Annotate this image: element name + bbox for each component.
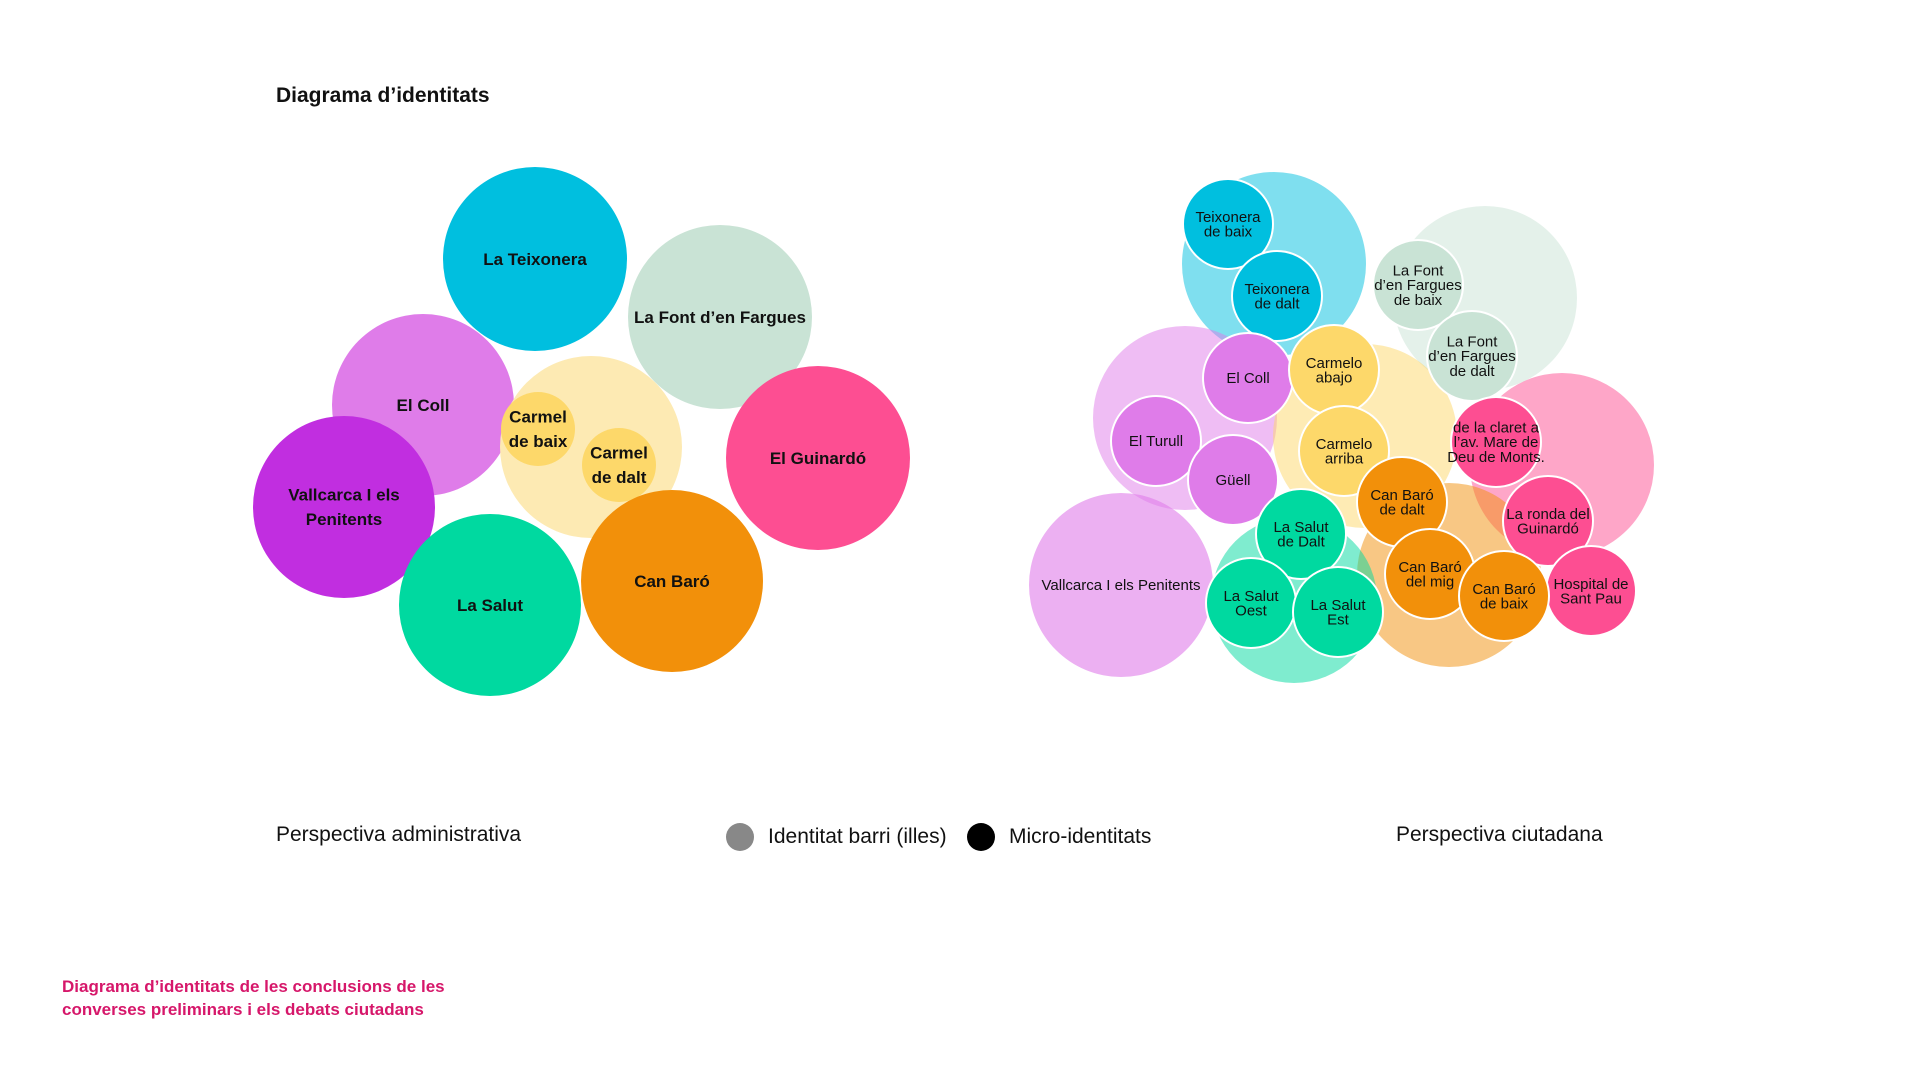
caption-line-1: Diagrama d’identitats de les conclusions… (62, 977, 445, 996)
micro-teixonera-de-baix-label: Teixonera de baix (1195, 209, 1261, 241)
perspective-administrativa-label: Perspectiva administrativa (276, 823, 522, 846)
legend-barri-swatch (726, 823, 754, 851)
barri-la-salut-bubble (399, 514, 581, 696)
legend-barri-label: Identitat barri (illes) (768, 825, 947, 848)
caption-line-2: converses preliminars i els debats ciuta… (62, 999, 424, 1019)
barri-la-salut-label: La Salut (457, 596, 523, 615)
micro-guell-bubble (1187, 434, 1279, 526)
micro-la-ronda-del-guinardo-label: La ronda del Guinardó (1506, 506, 1589, 538)
micro-can-baro-del-mig-label: Can Baró del mig (1398, 559, 1461, 591)
diagram-ciutadana: Vallcarca I els Penitents Teixonera de bai… (1029, 172, 1654, 683)
micro-carmel-de-dalt-bubble (582, 428, 656, 502)
micro-la-salut-est-bubble (1292, 566, 1384, 658)
barri-la-teixonera-bubble (443, 167, 627, 351)
micro-vallcarca-i-els-penitents-bubble (1029, 493, 1213, 677)
micro-la-font-d-en-fargues-de-baix-label: La Font d’en Fargues de baix (1374, 262, 1462, 308)
barri-la-font-d-en-fargues-label: La Font d’en Fargues (634, 308, 806, 327)
micro-la-salut-de-dalt-bubble (1255, 488, 1347, 580)
barri-vallcarca-i-els-penitents-bubble (253, 416, 435, 598)
micro-carmel-de-baix-bubble (501, 392, 575, 466)
micro-de-la-claret-a-l-av-mare-de-deu-de-monts-bubble (1450, 396, 1542, 488)
micro-carmelo-arriba-label: Carmelo arriba (1316, 436, 1373, 468)
legend-micro-swatch (967, 823, 995, 851)
micro-guell-label: Güell (1215, 472, 1250, 489)
micro-can-baro-de-baix-label: Can Baró de baix (1472, 581, 1535, 613)
micro-el-turull-bubble (1110, 395, 1202, 487)
perspective-ciutadana-label: Perspectiva ciutadana (1396, 823, 1603, 846)
micro-el-coll-label: El Coll (1226, 370, 1269, 387)
micro-teixonera-de-dalt-label: Teixonera de dalt (1244, 281, 1310, 313)
barri-can-baro-bubble (581, 490, 763, 672)
micro-la-salut-est-label: La Salut Est (1310, 597, 1366, 629)
barri-vallcarca-i-els-penitents-label: Vallcarca I els Penitents (288, 486, 400, 530)
micro-can-baro-de-baix-bubble (1458, 550, 1550, 642)
figure-caption: Diagrama d’identitats de les conclusions… (62, 976, 482, 1022)
micro-la-ronda-del-guinardo-bubble (1502, 475, 1594, 567)
micro-la-font-d-en-fargues-de-baix-bubble (1372, 239, 1464, 331)
micro-hospital-de-sant-pau-label: Hospital de Sant Pau (1553, 576, 1628, 608)
micro-la-font-d-en-fargues-de-dalt-bubble (1426, 310, 1518, 402)
legend-identitat-barri: Identitat barri (illes) (726, 823, 947, 851)
barri-la-font-d-en-fargues-bubble (628, 225, 812, 409)
micro-la-salut-de-dalt-label: La Salut de Dalt (1273, 519, 1329, 551)
micro-de-la-claret-a-l-av-mare-de-deu-de-monts-label: de la claret a l’av. Mare de Deu de Monts. (1447, 419, 1545, 465)
micro-teixonera-de-dalt-bubble (1231, 250, 1323, 342)
micro-teixonera-de-baix-bubble (1182, 178, 1274, 270)
diagram-administrativa: La Teixonera La Font d’en Fargues El Guina… (253, 167, 910, 696)
barri-el-guinardo-bubble (726, 366, 910, 550)
barri-la-teixonera-label: La Teixonera (483, 250, 587, 269)
micro-carmelo-abajo-label: Carmelo abajo (1306, 355, 1363, 387)
micro-carmel-de-baix-label: Carmel de baix (509, 408, 568, 452)
barri-can-baro-label: Can Baró (634, 572, 710, 591)
micro-la-font-d-en-fargues-de-dalt-label: La Font d’en Fargues de dalt (1428, 333, 1516, 379)
micro-vallcarca-i-els-penitents-label: Vallcarca I els Penitents (1042, 577, 1201, 594)
micro-can-baro-de-dalt-label: Can Baró de dalt (1370, 487, 1433, 519)
micro-el-turull-label: El Turull (1129, 433, 1183, 450)
page-title: Diagrama d’identitats (276, 84, 490, 107)
micro-la-salut-oest-label: La Salut Oest (1223, 588, 1279, 620)
legend-micro-identitats: Micro-identitats (967, 823, 1151, 851)
barri-el-guinardo-label: El Guinardó (770, 449, 866, 468)
barri-el-coll-label: El Coll (397, 396, 450, 415)
micro-carmel-de-dalt-label: Carmel de dalt (590, 444, 648, 488)
legend-micro-label: Micro-identitats (1009, 825, 1152, 848)
